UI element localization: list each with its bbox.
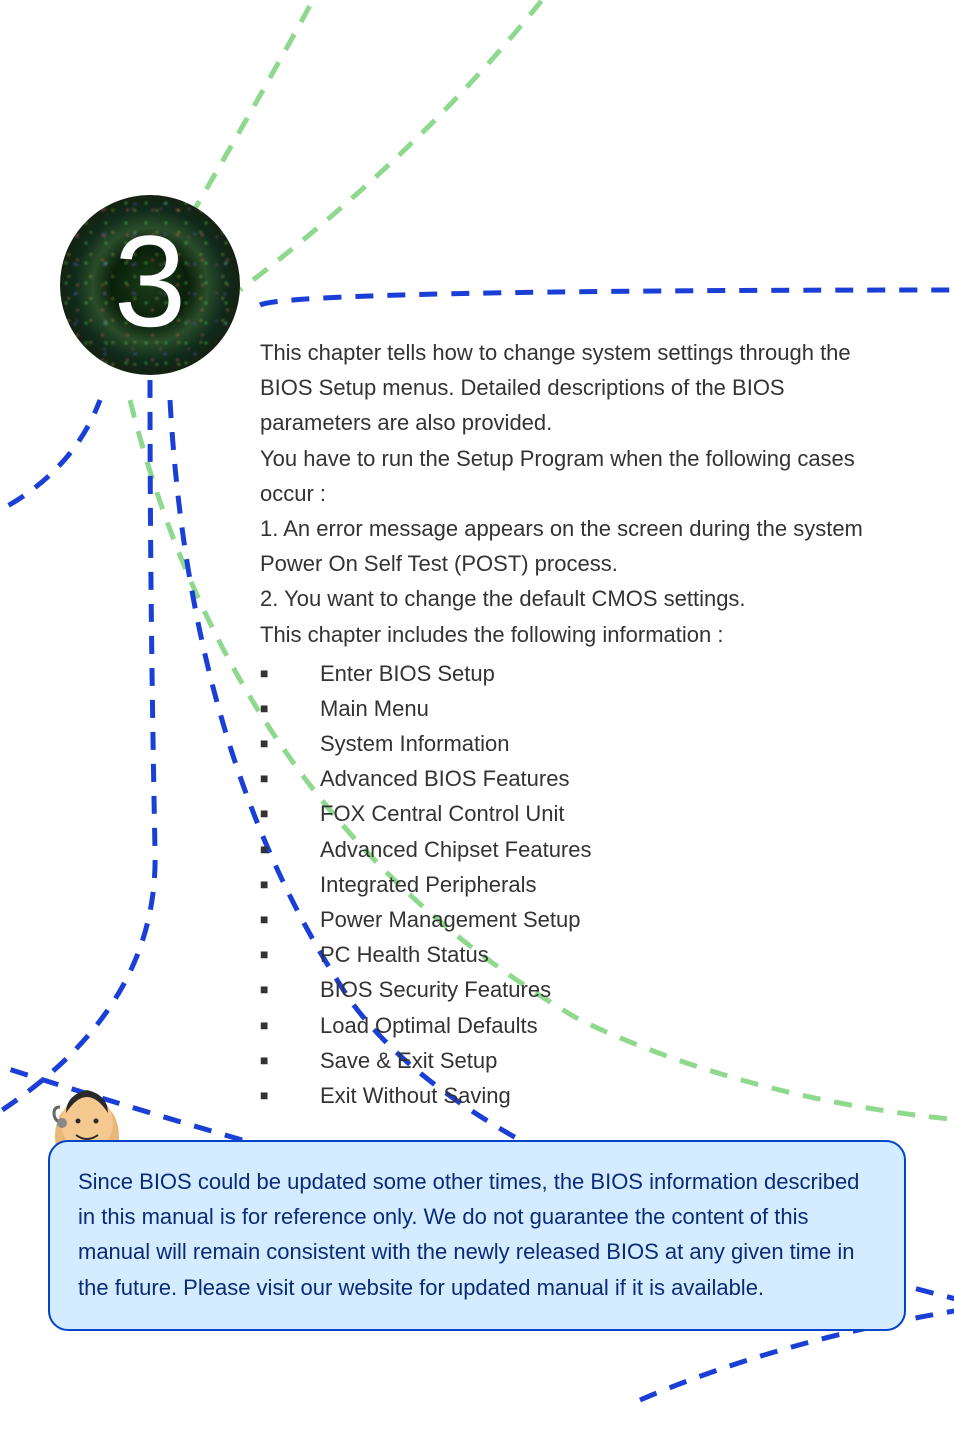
list-item: Advanced BIOS Features	[260, 761, 900, 796]
intro-paragraph-2: You have to run the Setup Program when t…	[260, 441, 900, 511]
intro-case-2: 2. You want to change the default CMOS s…	[260, 581, 900, 616]
list-item: Integrated Peripherals	[260, 867, 900, 902]
chapter-badge: 3	[60, 195, 240, 375]
list-item: FOX Central Control Unit	[260, 796, 900, 831]
intro-paragraph-1: This chapter tells how to change system …	[260, 335, 900, 441]
list-item: BIOS Security Features	[260, 972, 900, 1007]
list-item: Advanced Chipset Features	[260, 832, 900, 867]
list-item: Power Management Setup	[260, 902, 900, 937]
list-item: PC Health Status	[260, 937, 900, 972]
chapter-intro-content: This chapter tells how to change system …	[260, 335, 900, 1113]
list-item: System Information	[260, 726, 900, 761]
intro-case-1: 1. An error message appears on the scree…	[260, 511, 900, 581]
list-item: Save & Exit Setup	[260, 1043, 900, 1078]
includes-heading: This chapter includes the following info…	[260, 617, 900, 652]
note-box: Since BIOS could be updated some other t…	[48, 1140, 906, 1331]
chapter-contents-list: Enter BIOS Setup Main Menu System Inform…	[260, 656, 900, 1113]
chapter-number: 3	[114, 216, 186, 346]
list-item: Main Menu	[260, 691, 900, 726]
list-item: Exit Without Saving	[260, 1078, 900, 1113]
list-item: Load Optimal Defaults	[260, 1008, 900, 1043]
list-item: Enter BIOS Setup	[260, 656, 900, 691]
note-text: Since BIOS could be updated some other t…	[78, 1169, 859, 1300]
